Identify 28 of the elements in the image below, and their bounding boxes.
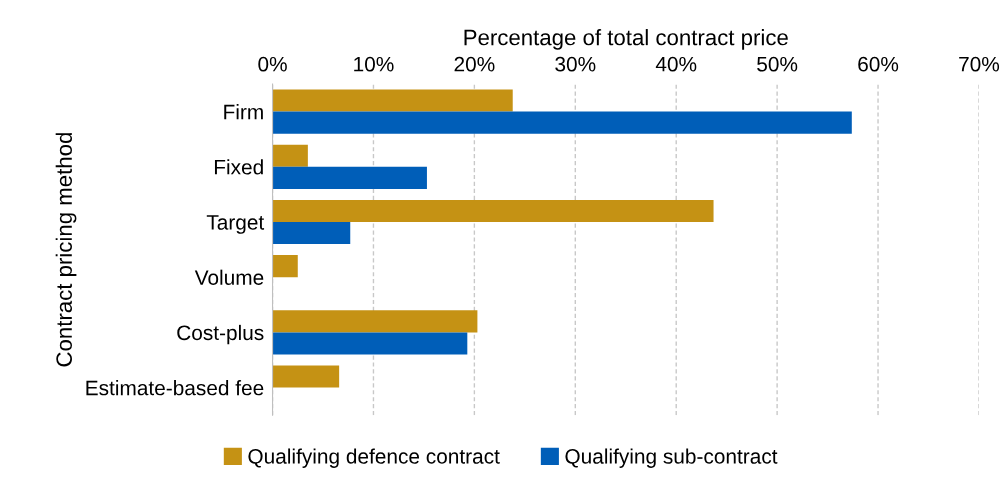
y-tick-label: Estimate-based fee	[86, 380, 264, 396]
x-tick-label: 70%	[959, 56, 1000, 72]
y-tick-label: Firm	[224, 104, 263, 120]
x-tick-label: 50%	[757, 56, 798, 72]
y-axis-title: Contract pricing method	[55, 133, 77, 367]
x-tick-label: 10%	[354, 56, 394, 72]
x-tick-label: 20%	[454, 56, 495, 72]
bar	[272, 255, 298, 278]
x-axis-title: Percentage of total contract price	[464, 29, 788, 50]
bar	[272, 365, 340, 388]
x-tick-label: 0%	[258, 56, 287, 72]
x-tick-label: 40%	[655, 56, 697, 72]
bar	[272, 332, 468, 355]
bar	[272, 144, 308, 167]
bar	[272, 166, 427, 189]
y-tick-label: Cost-plus	[177, 324, 264, 345]
bar	[272, 89, 513, 112]
legend-label: Qualifying sub-contract	[565, 448, 778, 468]
bar	[272, 199, 714, 222]
bar	[272, 111, 852, 134]
bar	[272, 222, 351, 245]
x-tick-label: 30%	[555, 56, 596, 72]
legend-label: Qualifying defence contract	[248, 448, 500, 468]
y-tick-label: Target	[206, 215, 265, 234]
y-tick-label: Fixed	[214, 159, 263, 175]
bar	[272, 310, 478, 333]
y-tick-label: Volume	[194, 269, 264, 285]
x-tick-label: 60%	[858, 56, 899, 72]
